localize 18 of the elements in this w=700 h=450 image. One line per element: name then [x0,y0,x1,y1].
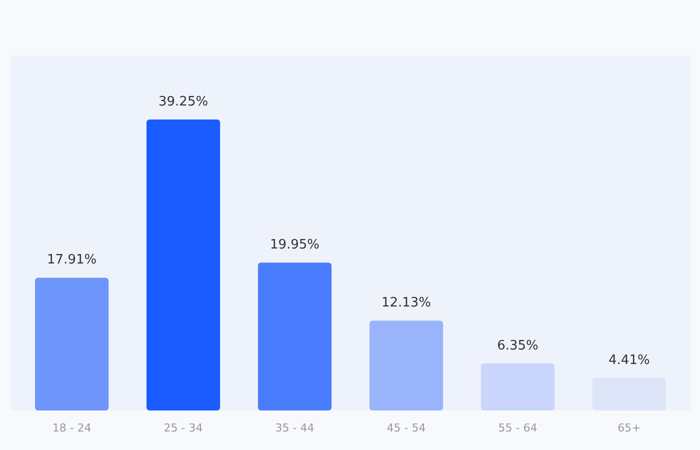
data-label: 39.25% [158,94,208,110]
x-tick-label: 55 - 64 [498,422,538,434]
bar [480,363,554,410]
data-label: 12.13% [381,296,432,311]
x-tick-label: 18 - 24 [52,422,92,434]
data-label: 6.35% [497,338,538,354]
x-tick-label: 65+ [618,422,641,434]
x-tick-label: 35 - 44 [275,422,314,434]
bar [258,262,332,410]
data-label: 4.41% [608,352,650,368]
data-label: 17.91% [47,252,97,268]
x-tick-label: 45 - 54 [386,422,426,434]
bar [592,378,666,410]
bar [146,120,220,410]
bar [369,320,444,410]
data-label: 19.95% [270,238,320,253]
bar [35,278,109,410]
x-tick-label: 25 - 34 [164,422,203,434]
